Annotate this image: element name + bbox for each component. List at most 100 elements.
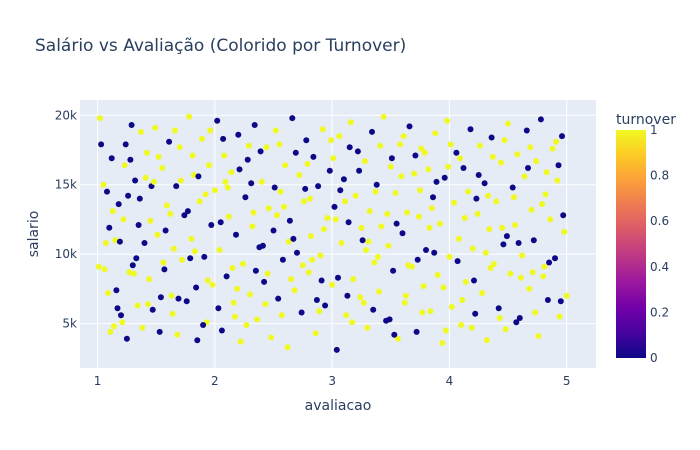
- data-point: [230, 299, 237, 306]
- data-point: [342, 198, 348, 205]
- data-point: [398, 173, 405, 180]
- data-point: [196, 198, 203, 205]
- data-point: [228, 169, 235, 176]
- data-point: [468, 324, 475, 331]
- data-point: [305, 269, 312, 276]
- data-point: [331, 203, 338, 210]
- data-point: [411, 170, 418, 177]
- data-point: [433, 178, 440, 185]
- data-point: [345, 219, 352, 226]
- data-point: [354, 148, 361, 155]
- data-point: [275, 295, 282, 302]
- x-axis-title: avaliacao: [305, 398, 372, 414]
- data-point: [405, 262, 412, 269]
- data-point: [237, 338, 244, 345]
- data-point: [199, 135, 205, 142]
- data-point: [543, 169, 550, 176]
- chart-title: Salário vs Avaliação (Colorido por Turno…: [35, 36, 406, 56]
- data-point: [211, 187, 218, 194]
- data-point: [224, 184, 231, 191]
- data-point: [386, 316, 393, 323]
- data-point: [166, 138, 173, 145]
- data-point: [496, 315, 503, 321]
- data-point: [176, 144, 183, 151]
- data-point: [302, 185, 309, 192]
- data-point: [278, 312, 285, 319]
- data-point: [376, 288, 382, 295]
- data-point: [431, 249, 438, 256]
- data-point: [104, 188, 110, 195]
- data-point: [101, 266, 108, 273]
- data-point: [330, 155, 337, 162]
- data-point: [319, 126, 326, 133]
- colorbar-tick-label: 0.2: [650, 305, 669, 319]
- data-point: [282, 162, 289, 169]
- data-point: [163, 202, 170, 209]
- data-point: [245, 142, 252, 149]
- data-point: [446, 253, 453, 260]
- data-point: [384, 210, 391, 217]
- data-point: [329, 281, 336, 288]
- y-axis-ticks: 5k 10k 15k 20k: [55, 108, 77, 330]
- data-point: [96, 115, 103, 122]
- data-point: [442, 327, 449, 334]
- colorbar-tick-label: 0.8: [650, 169, 669, 183]
- data-point: [337, 187, 344, 194]
- data-point: [455, 235, 462, 242]
- data-point: [397, 141, 404, 148]
- data-point: [474, 210, 481, 217]
- data-point: [149, 306, 156, 313]
- data-point: [138, 128, 144, 135]
- data-point: [290, 235, 297, 242]
- data-point: [530, 237, 537, 244]
- data-point: [373, 181, 380, 188]
- data-point: [272, 127, 279, 134]
- data-point: [265, 205, 272, 212]
- data-point: [394, 335, 401, 342]
- data-point: [145, 301, 151, 308]
- data-point: [125, 192, 132, 199]
- data-point: [370, 306, 377, 313]
- data-point: [316, 308, 323, 315]
- data-point: [235, 131, 242, 138]
- data-point: [437, 220, 443, 227]
- data-point: [454, 258, 461, 265]
- data-point: [141, 240, 148, 246]
- data-point: [142, 174, 149, 181]
- data-point: [460, 165, 467, 171]
- data-point: [472, 310, 479, 317]
- data-point: [495, 305, 502, 312]
- data-point: [374, 253, 381, 260]
- data-point: [439, 340, 446, 346]
- data-point: [500, 241, 507, 248]
- data-point: [201, 253, 208, 260]
- data-point: [214, 117, 221, 124]
- data-point: [129, 262, 136, 269]
- data-point: [222, 178, 229, 185]
- data-point: [274, 212, 280, 219]
- data-point: [533, 158, 540, 165]
- y-tick-label: 20k: [55, 108, 77, 122]
- data-point: [417, 187, 424, 194]
- data-point: [118, 312, 124, 319]
- data-point: [177, 177, 184, 184]
- data-point: [526, 285, 533, 292]
- data-point: [135, 222, 142, 228]
- data-point: [313, 297, 320, 303]
- colorbar-tick-label: 1: [650, 123, 658, 137]
- data-point: [541, 263, 548, 270]
- data-point: [427, 308, 434, 315]
- data-point: [107, 328, 114, 335]
- data-point: [420, 283, 427, 290]
- data-point: [100, 181, 107, 188]
- data-point: [249, 223, 256, 230]
- data-point: [169, 310, 176, 317]
- data-point: [363, 247, 370, 253]
- data-point: [503, 233, 510, 240]
- data-point: [447, 141, 454, 148]
- data-point: [136, 195, 143, 202]
- data-point: [528, 206, 535, 213]
- data-point: [390, 267, 397, 274]
- data-point: [225, 213, 232, 220]
